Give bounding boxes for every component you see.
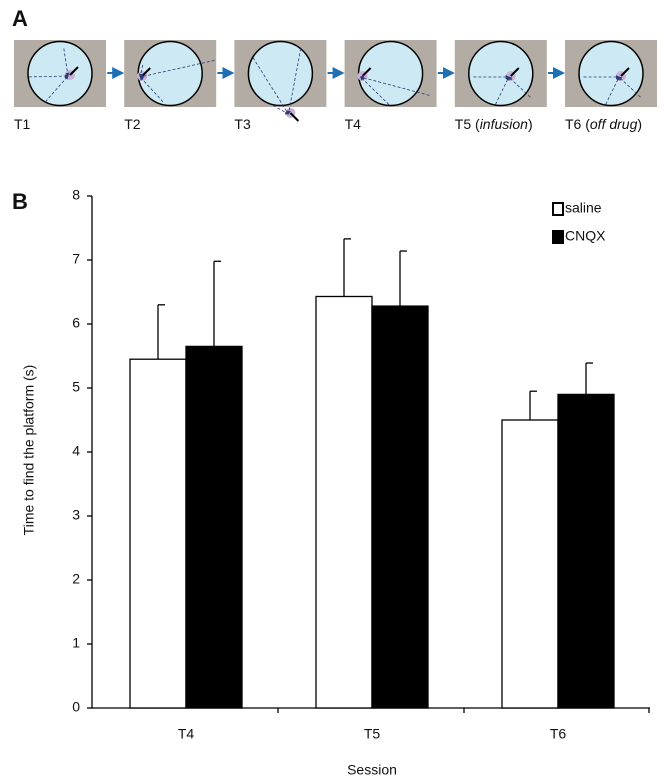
error-bar: [344, 239, 351, 297]
trial-label: T4: [345, 116, 362, 132]
y-tick-label: 5: [72, 379, 80, 395]
legend-swatch: [553, 231, 563, 243]
x-tick-label: T6: [550, 726, 567, 742]
legend-label: saline: [565, 200, 602, 216]
trial-label: T2: [124, 116, 141, 132]
trial-label: T6 (off drug): [565, 116, 642, 132]
trial-label: T3: [234, 116, 251, 132]
trial-label: ): [528, 116, 533, 132]
pool: [469, 42, 533, 106]
y-tick-label: 6: [72, 315, 80, 331]
trial-label: T5 (: [455, 116, 480, 132]
error-bar: [214, 261, 221, 346]
x-tick-label: T5: [364, 726, 381, 742]
y-tick-label: 3: [72, 507, 80, 523]
bar: [130, 359, 186, 708]
error-bar: [158, 305, 165, 359]
trial-label: T1: [14, 116, 31, 132]
bar: [558, 394, 614, 708]
y-tick-label: 4: [72, 443, 80, 459]
x-axis-title: Session: [347, 762, 397, 778]
bar: [316, 296, 372, 708]
y-tick-label: 7: [72, 251, 80, 267]
pool: [138, 42, 202, 106]
trial-label: T5 (infusion): [455, 116, 533, 132]
y-tick-label: 1: [72, 635, 80, 651]
trial-note: infusion: [480, 116, 528, 132]
error-bar: [586, 363, 593, 394]
trial-label: T4: [345, 116, 362, 132]
y-tick-label: 2: [72, 571, 80, 587]
pool: [359, 42, 423, 106]
bar: [186, 346, 242, 708]
error-bar: [530, 391, 537, 420]
pool: [248, 42, 312, 106]
y-tick-label: 8: [72, 187, 80, 203]
trial-label: T3: [234, 116, 251, 132]
y-axis-title: Time to find the platform (s): [21, 365, 37, 536]
y-tick-label: 0: [72, 699, 80, 715]
trial-label: ): [637, 116, 642, 132]
trial-label: T2: [124, 116, 141, 132]
panel-letter: A: [12, 6, 28, 31]
page: {"panel_a": {"letter": "A", "trials": [ …: [0, 0, 665, 784]
legend-swatch: [553, 203, 563, 215]
pool: [579, 42, 643, 106]
legend-label: CNQX: [565, 228, 606, 244]
bar: [372, 306, 428, 708]
figure: A B Time to find the platform (s) Sessio…: [0, 0, 665, 784]
bar: [502, 420, 558, 708]
trial-label: T6 (: [565, 116, 590, 132]
trial-label: T1: [14, 116, 31, 132]
error-bar: [400, 251, 407, 306]
x-tick-label: T4: [178, 726, 195, 742]
pool: [28, 42, 92, 106]
panel-letter: B: [12, 189, 28, 214]
trial-note: off drug: [590, 116, 638, 132]
